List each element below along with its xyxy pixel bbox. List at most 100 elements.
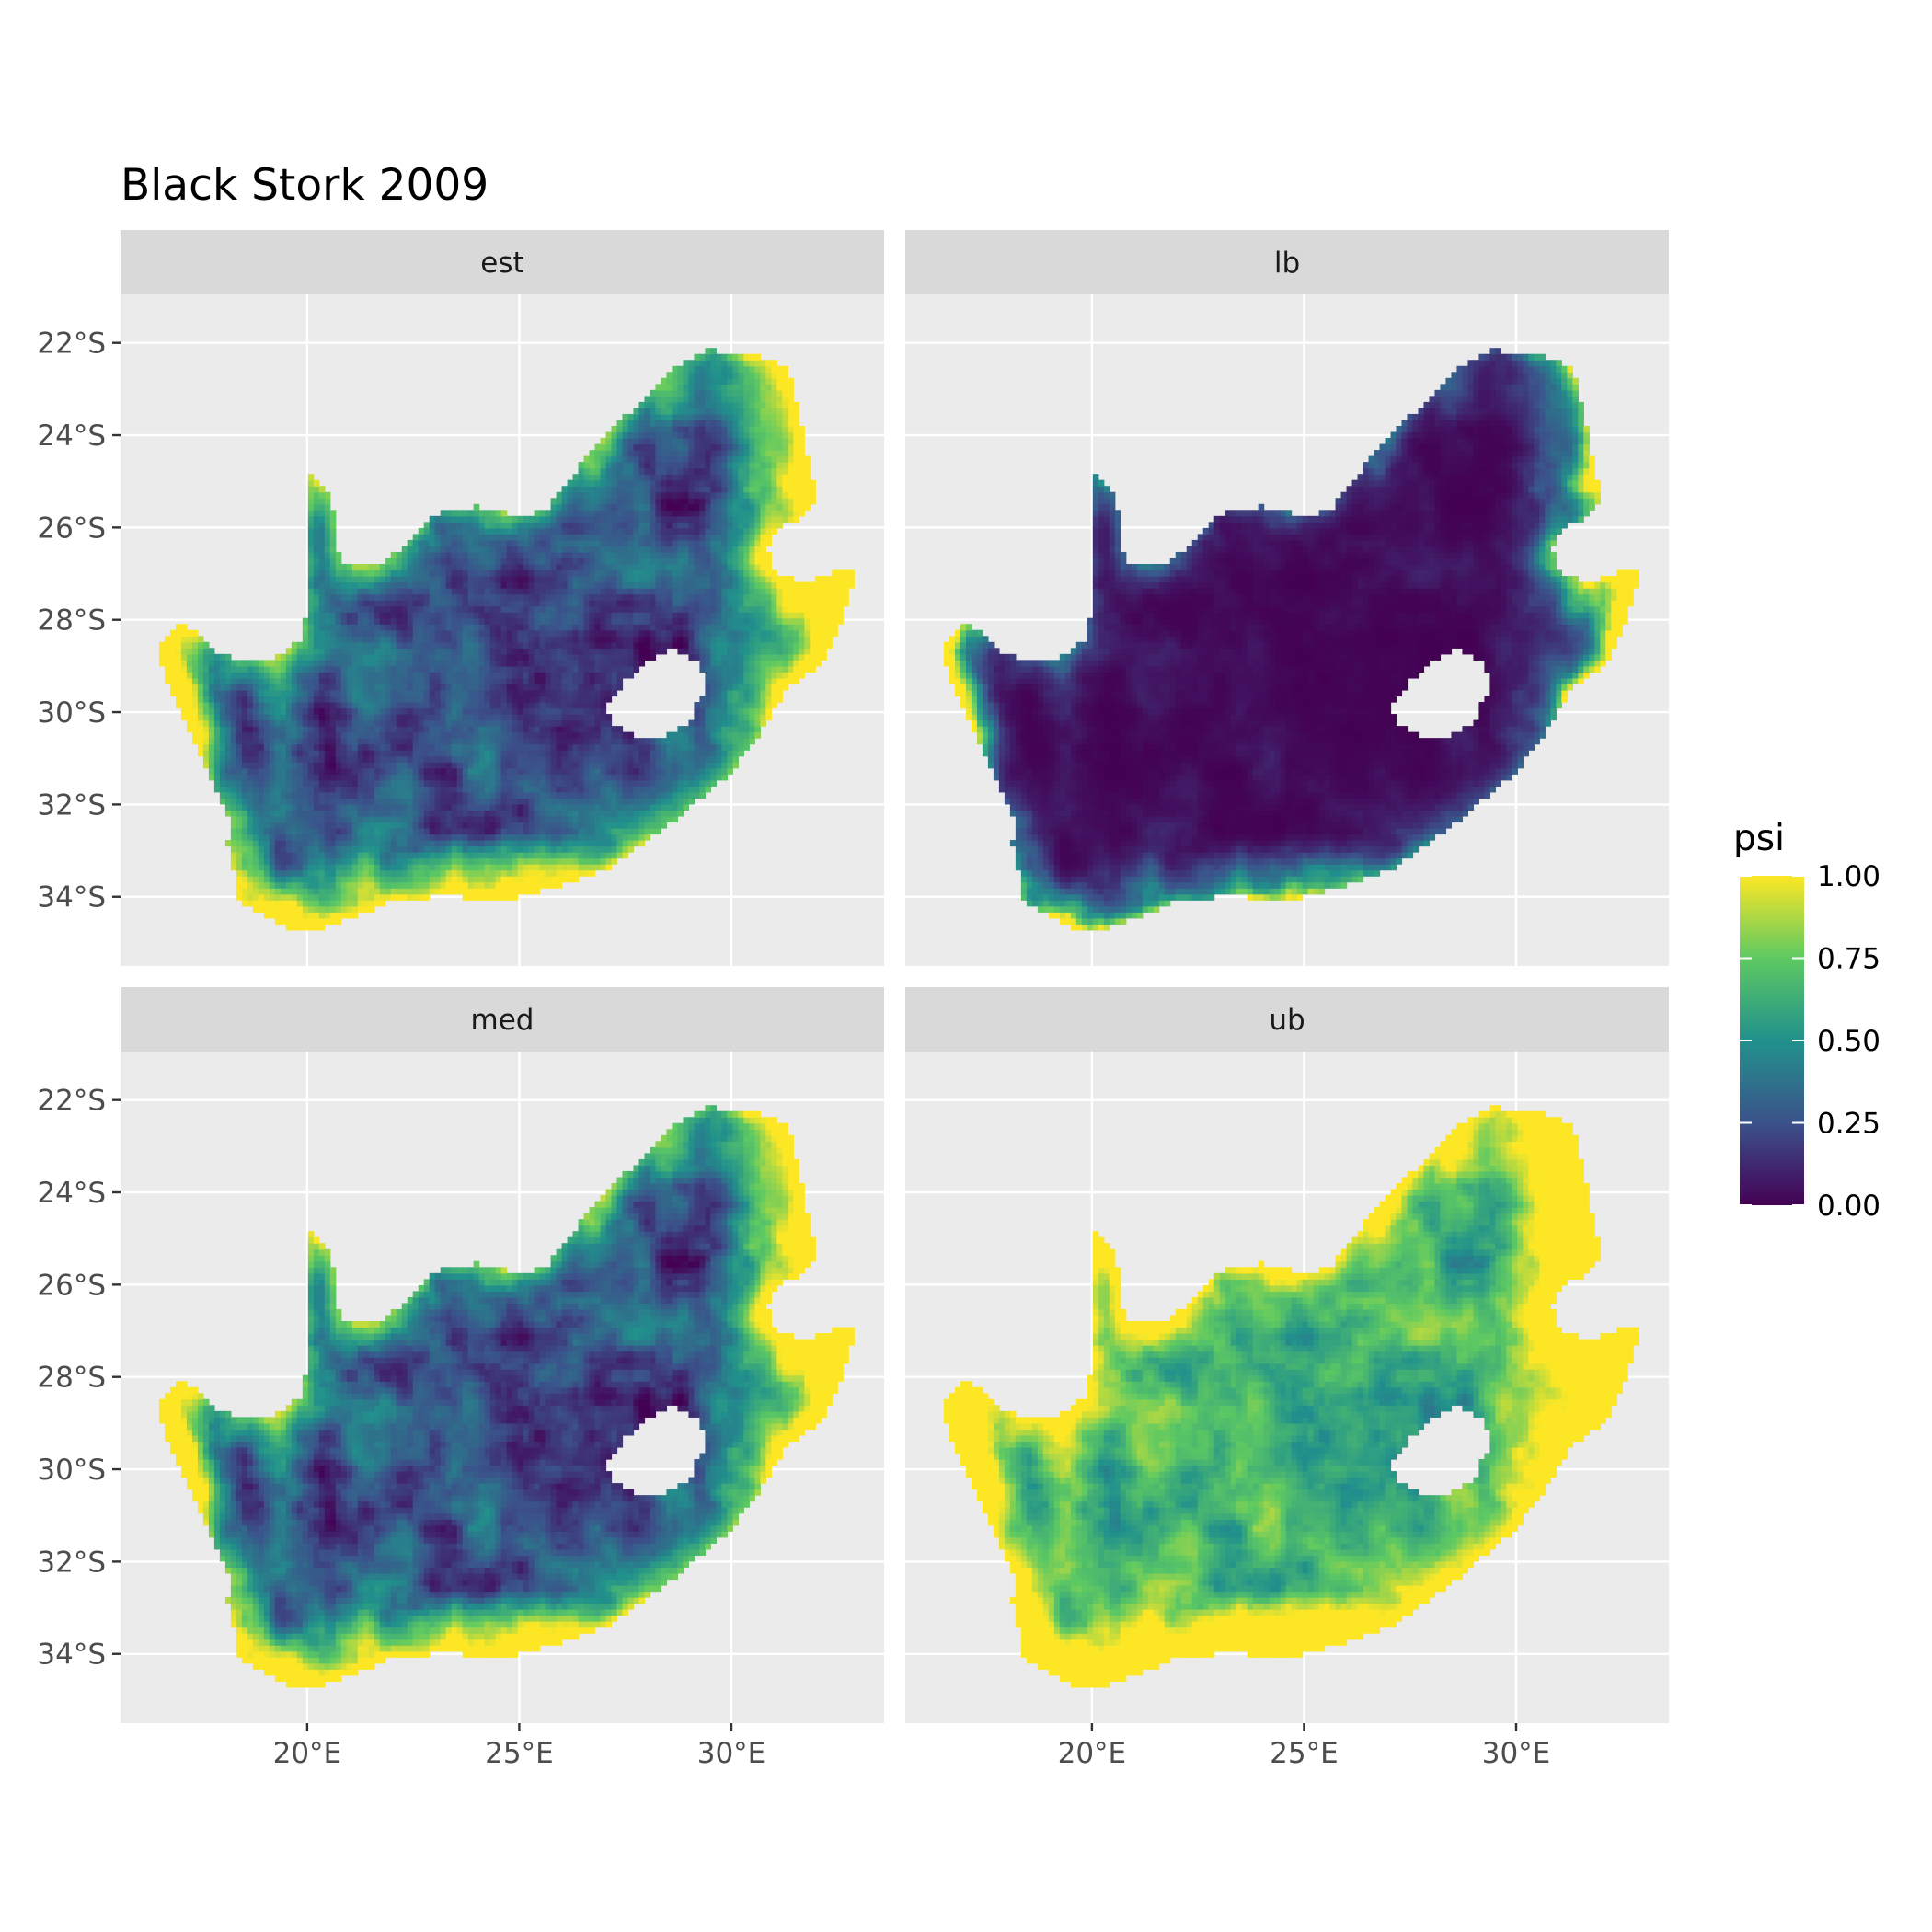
raster-cell (418, 888, 425, 895)
raster-cell (351, 653, 359, 661)
raster-cell (429, 815, 436, 823)
raster-cell (263, 696, 270, 703)
raster-cell (407, 840, 414, 847)
raster-cell (578, 834, 585, 841)
raster-cell (567, 755, 574, 763)
raster-cell (307, 546, 315, 553)
raster-cell (556, 677, 563, 685)
raster-cell (313, 815, 320, 823)
raster-cell (202, 660, 210, 667)
raster-cell (578, 564, 585, 571)
raster-cell (340, 648, 348, 655)
raster-cell (247, 786, 254, 793)
raster-cell (252, 774, 259, 781)
raster-cell (633, 408, 640, 415)
raster-cell (616, 581, 624, 589)
raster-cell (523, 857, 530, 865)
raster-cell (523, 653, 530, 661)
raster-cell (512, 648, 519, 655)
raster-cell (302, 876, 309, 883)
raster-cell (313, 719, 320, 727)
raster-cell (296, 815, 304, 823)
raster-cell (484, 605, 491, 613)
raster-cell (258, 743, 265, 751)
raster-cell (473, 551, 480, 559)
raster-cell (434, 815, 442, 823)
raster-cell (280, 719, 287, 727)
raster-cell (523, 767, 530, 775)
raster-cell (611, 660, 618, 667)
raster-cell (241, 767, 248, 775)
raster-cell (600, 750, 607, 757)
raster-cell (589, 726, 596, 733)
raster-cell (351, 629, 359, 637)
raster-cell (611, 605, 618, 613)
raster-cell (633, 438, 640, 445)
raster-cell (633, 588, 640, 595)
raster-cell (556, 719, 563, 727)
raster-cell (351, 864, 359, 871)
raster-cell (191, 726, 199, 733)
raster-cell (247, 750, 254, 757)
raster-cell (445, 845, 453, 853)
raster-cell (523, 827, 530, 835)
raster-cell (385, 845, 392, 853)
raster-cell (489, 593, 497, 601)
raster-cell (451, 822, 458, 829)
raster-cell (401, 612, 408, 619)
raster-cell (390, 888, 397, 895)
raster-cell (296, 684, 304, 691)
raster-cell (357, 593, 364, 601)
raster-cell (473, 888, 480, 895)
raster-cell (236, 845, 243, 853)
raster-cell (550, 834, 558, 841)
raster-cell (517, 869, 524, 877)
raster-cell (440, 810, 447, 817)
raster-cell (572, 677, 580, 685)
raster-cell (401, 845, 408, 853)
raster-cell (655, 750, 662, 757)
raster-cell (368, 888, 375, 895)
raster-cell (627, 450, 635, 457)
raster-cell (489, 702, 497, 709)
raster-cell (429, 660, 436, 667)
raster-cell (572, 840, 580, 847)
raster-cell (605, 498, 613, 505)
raster-cell (633, 827, 640, 835)
raster-cell (506, 810, 513, 817)
raster-cell (368, 665, 375, 673)
raster-cell (638, 779, 646, 787)
raster-cell (252, 660, 259, 667)
raster-cell (434, 888, 442, 895)
raster-cell (280, 696, 287, 703)
raster-cell (616, 479, 624, 487)
raster-cell (578, 641, 585, 649)
raster-cell (473, 893, 480, 901)
raster-cell (638, 612, 646, 619)
raster-cell (594, 827, 602, 835)
raster-cell (561, 660, 569, 667)
raster-cell (567, 510, 574, 517)
raster-cell (401, 738, 408, 745)
raster-cell (572, 702, 580, 709)
raster-cell (456, 857, 464, 865)
raster-cell (296, 696, 304, 703)
raster-cell (539, 869, 546, 877)
raster-cell (269, 755, 276, 763)
raster-cell (578, 503, 585, 511)
raster-cell (351, 815, 359, 823)
raster-cell (269, 912, 276, 919)
raster-cell (556, 503, 563, 511)
raster-cell (258, 738, 265, 745)
raster-cell (434, 827, 442, 835)
raster-cell (191, 629, 199, 637)
raster-cell (523, 798, 530, 805)
raster-cell (385, 581, 392, 589)
raster-cell (412, 767, 420, 775)
raster-cell (396, 617, 403, 625)
raster-cell (346, 696, 353, 703)
raster-cell (534, 719, 541, 727)
raster-cell (451, 827, 458, 835)
raster-cell (396, 815, 403, 823)
raster-cell (418, 857, 425, 865)
